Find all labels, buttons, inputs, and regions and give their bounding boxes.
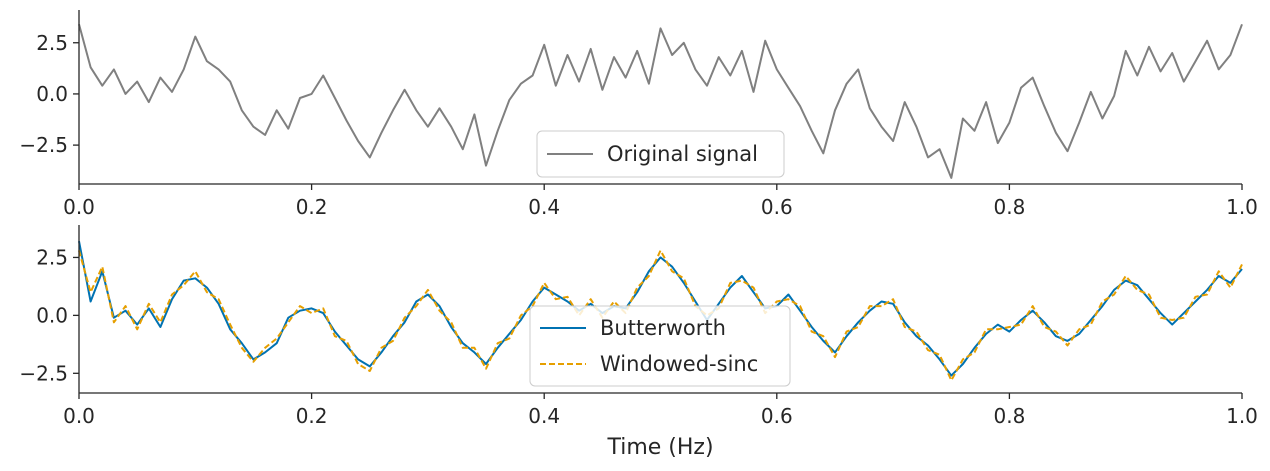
x-axis-title: Time (Hz) [606,435,713,460]
y-tick-label: −2.5 [19,133,68,157]
series-line-windowed-sinc [78,249,1243,382]
series-line-butterworth [78,241,1243,377]
x-tick-label: 0.8 [993,195,1025,219]
series-line-original-signal [78,23,1243,179]
bottom-panel: 0.0 0.2 0.4 0.6 0.8 1.0 2.5 0.0 −2.5 Time (Hz) But… [19,225,1258,460]
legend-label: Butterworth [600,316,726,340]
x-tick-label: 0.4 [528,404,560,428]
legend-label: Windowed-sinc [600,352,758,376]
top-panel: 0.0 0.2 0.4 0.6 0.8 1.0 2.5 0.0 −2.5 Original sig… [19,10,1258,219]
y-tick-label: 2.5 [36,245,68,269]
x-tick-label: 0.4 [528,195,560,219]
y-tick-label: 0.0 [36,303,68,327]
x-tick-label: 0.0 [63,404,95,428]
x-tick-label: 1.0 [1226,404,1258,428]
x-tick-label: 0.6 [761,404,793,428]
y-tick-label: 0.0 [36,82,68,106]
x-tick-label: 0.0 [63,195,95,219]
x-tick-label: 0.6 [761,195,793,219]
legend-box [529,305,791,387]
x-tick-label: 0.2 [296,404,328,428]
x-tick-label: 0.2 [296,195,328,219]
y-tick-label: 2.5 [36,31,68,55]
x-tick-label: 0.8 [993,404,1025,428]
y-tick-label: −2.5 [19,361,68,385]
legend-box [536,130,785,178]
x-tick-label: 1.0 [1226,195,1258,219]
legend-label: Original signal [607,142,758,166]
